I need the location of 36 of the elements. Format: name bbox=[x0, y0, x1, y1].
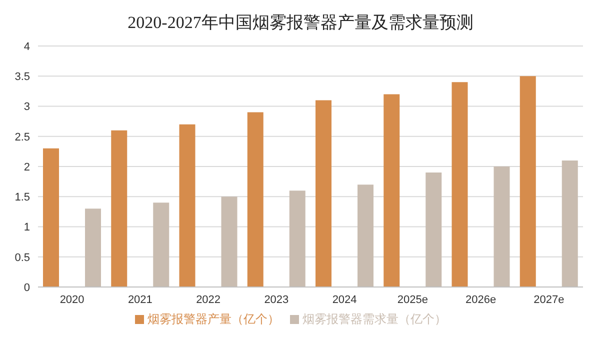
bar bbox=[111, 130, 128, 287]
legend-label: 烟雾报警器需求量（亿个） bbox=[302, 312, 446, 326]
x-tick-label: 2027e bbox=[534, 294, 564, 306]
bar bbox=[358, 184, 374, 287]
bar bbox=[221, 196, 238, 287]
y-tick-label: 1.5 bbox=[14, 192, 30, 204]
x-tick-label: 2024 bbox=[332, 294, 357, 306]
y-tick-label: 3 bbox=[24, 101, 30, 114]
x-tick-label: 2026e bbox=[466, 294, 496, 306]
bar bbox=[562, 160, 578, 287]
y-tick-label: 0.5 bbox=[14, 252, 30, 264]
y-tick-label: 3.5 bbox=[14, 71, 30, 84]
bar bbox=[494, 166, 510, 287]
bar bbox=[85, 208, 101, 287]
y-tick-label: 2.5 bbox=[14, 131, 30, 144]
bar bbox=[153, 202, 170, 287]
y-tick-label: 0 bbox=[24, 282, 30, 294]
bar bbox=[520, 76, 536, 287]
y-tick-label: 1 bbox=[24, 222, 30, 234]
x-tick-label: 2021 bbox=[128, 294, 152, 306]
x-tick-label: 2020 bbox=[60, 294, 84, 306]
x-tick-label: 2023 bbox=[264, 294, 289, 306]
legend-label: 烟雾报警器产量（亿个） bbox=[148, 312, 280, 326]
bar bbox=[452, 82, 468, 287]
bar bbox=[247, 112, 264, 287]
x-tick-label: 2022 bbox=[196, 294, 221, 306]
y-tick-label: 2 bbox=[24, 161, 30, 174]
bar bbox=[384, 94, 400, 287]
bar bbox=[289, 190, 306, 287]
bar bbox=[426, 172, 442, 287]
bar bbox=[43, 148, 59, 287]
x-tick-label: 2025e bbox=[397, 294, 428, 306]
y-tick-label: 4 bbox=[24, 40, 30, 53]
bar bbox=[316, 100, 332, 287]
chart-title: 2020-2027年中国烟雾报警器产量及需求量预测 bbox=[126, 12, 474, 34]
bar bbox=[179, 124, 196, 287]
